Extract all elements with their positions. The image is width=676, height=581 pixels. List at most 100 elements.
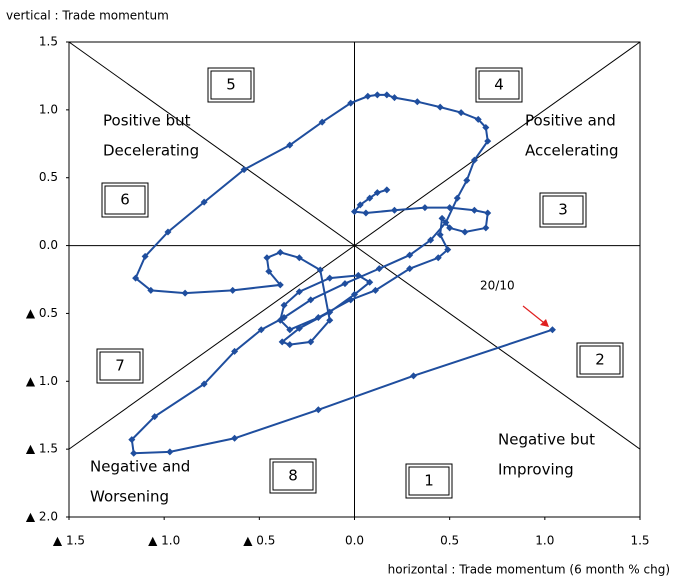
point-marker [276,248,284,256]
point-marker [295,254,303,262]
x-tick-label: ▲ 0.5 [243,534,275,548]
annotation: 20/10 [480,279,515,293]
point-marker [470,156,478,164]
point-marker [383,91,391,99]
point-marker [484,137,492,145]
point-marker [276,281,284,289]
point-marker [474,115,482,123]
point-marker [410,372,418,380]
point-marker [366,194,374,202]
zone-label: Accelerating [525,142,619,160]
zone-box-inner [408,466,450,496]
zone-box [405,463,453,499]
point-marker [356,201,364,209]
point-marker [453,194,461,202]
zone-label: Positive and [525,112,616,130]
zone-label: Decelerating [103,142,199,160]
point-marker [280,314,288,321]
point-marker [200,198,208,206]
point-marker [295,288,303,296]
point-marker [375,265,383,273]
point-marker [373,189,381,197]
point-marker [147,286,155,294]
zone-box [576,342,624,378]
point-marker [307,338,315,346]
point-marker [326,308,334,316]
point-marker [482,224,490,232]
y-tick-label: ▲ 0.5 [26,306,58,320]
zone-box-inner [272,461,314,491]
zone-label: Improving [498,461,574,479]
point-marker [286,326,294,334]
point-marker [341,280,349,288]
y-tick-label: 1.5 [39,35,58,49]
zone-box [475,67,523,103]
zone-label: Negative and [90,458,190,476]
point-marker [314,314,322,321]
point-marker [229,286,237,294]
point-marker [265,267,273,275]
point-marker [166,448,174,456]
zone-number: 6 [120,191,130,209]
point-marker [316,266,324,274]
y-tick-label: 0.5 [39,170,58,184]
point-marker [130,449,138,457]
point-marker [132,274,140,282]
point-marker [373,91,381,99]
zone-label: Positive but [103,112,191,130]
zone-box [96,348,144,384]
point-marker [461,228,469,236]
point-marker [286,341,294,349]
point-marker [482,124,490,131]
point-marker [390,94,398,102]
zone-box [539,192,587,228]
point-marker [141,252,149,260]
point-marker [151,413,159,421]
diagonal [68,41,641,450]
x-tick-label: ▲ 1.0 [148,534,180,548]
point-marker [314,406,322,414]
point-marker [326,316,334,324]
point-marker [421,204,429,212]
x-axis-label: horizontal : Trade momentum (6 month % c… [388,563,670,577]
y-tick-label: 0.0 [39,238,58,252]
point-marker [444,246,452,254]
point-marker [164,228,172,236]
point-marker [463,176,471,184]
y-axis-label: vertical : Trade momentum [6,9,169,23]
point-marker [457,109,465,117]
y-tick-label: ▲ 1.0 [26,374,58,388]
point-marker [307,296,315,304]
point-marker [434,254,442,262]
zone-box-inner [579,345,621,375]
point-marker [354,271,362,279]
point-marker [240,166,248,174]
zone-number: 5 [226,76,236,94]
point-marker [406,251,414,259]
zone-label: Negative but [498,431,595,449]
point-marker [371,286,379,294]
zone-number: 2 [595,351,605,369]
point-marker [406,265,414,273]
point-marker [470,206,478,214]
point-marker [364,92,372,100]
point-marker [347,99,355,107]
point-marker [484,209,492,217]
zone-box [207,67,255,103]
point-marker [446,224,454,232]
zone-number: 4 [494,76,504,94]
zone-box-inner [478,70,520,100]
point-marker [390,206,398,214]
zone-box-inner [99,351,141,381]
zone-label: Worsening [90,488,169,506]
point-marker [436,231,444,239]
point-marker [436,103,444,111]
point-marker [286,141,294,149]
point-marker [257,326,265,334]
y-tick-label: ▲ 1.5 [26,442,58,456]
point-marker [347,296,355,304]
point-marker [366,278,374,286]
annotation-arrowhead [540,319,549,327]
zone-box-inner [542,195,584,225]
